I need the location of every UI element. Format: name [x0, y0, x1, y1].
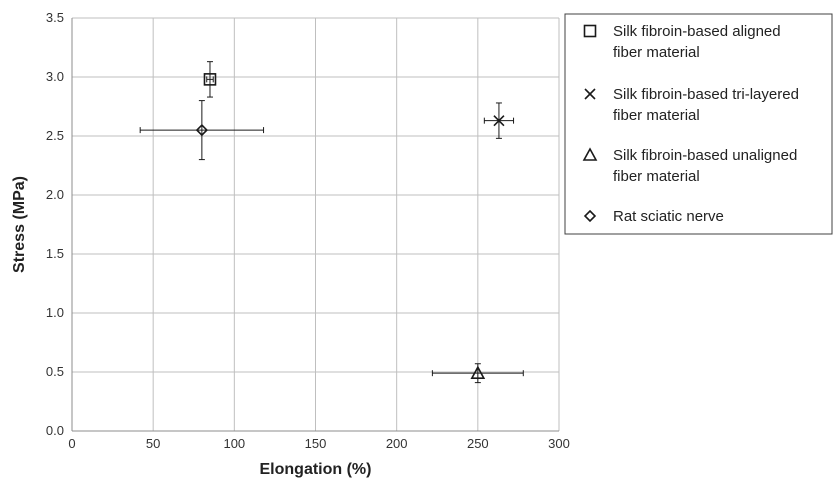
x-tick-label: 200 [386, 436, 408, 451]
legend-entry: Silk fibroin-based unaligned fiber materi… [582, 147, 797, 185]
data-point-triangle [431, 363, 524, 384]
legend-label: Rat sciatic nerve [613, 208, 724, 225]
legend-label: Silk fibroin-based unaligned [613, 147, 797, 164]
y-tick-label: 0.0 [46, 423, 64, 438]
data-point-x [483, 102, 515, 139]
data-point-square [203, 61, 217, 98]
y-tick-label: 2.5 [46, 128, 64, 143]
x-marker-stroke [584, 88, 596, 100]
tick-labels: 0 50 100 150 200 250 300 0.0 0.5 1.0 1.5 2.0 2.5 3.0 3… [46, 10, 570, 451]
x-tick-label: 300 [548, 436, 570, 451]
y-tick-label: 0.5 [46, 364, 64, 379]
legend-entry: Silk fibroin-based aligned fiber material [583, 23, 781, 61]
y-tick-label: 1.5 [46, 246, 64, 261]
y-axis-title: Stress (MPa) [11, 176, 28, 273]
legend-box [564, 13, 833, 235]
square-marker-shape [583, 24, 597, 38]
diamond-marker-shape [195, 123, 208, 137]
y-tick-label: 3.0 [46, 69, 64, 84]
x-tick-label: 100 [223, 436, 245, 451]
legend-label: fiber material [613, 168, 700, 185]
data-point-diamond [139, 100, 265, 161]
diamond-marker-shape [583, 209, 597, 223]
x-tick-label: 250 [467, 436, 489, 451]
legend-label: Silk fibroin-based tri-layered [613, 86, 799, 103]
legend-label: fiber material [613, 107, 700, 124]
triangle-marker-shape [470, 365, 486, 379]
legend-triangle-icon [582, 147, 598, 161]
x-marker [493, 115, 505, 127]
triangle-marker-shape [582, 147, 598, 161]
square-marker-shape [203, 73, 217, 86]
y-tick-label: 3.5 [46, 10, 64, 25]
legend-entry: Rat sciatic nerve [583, 208, 724, 225]
axes [71, 18, 559, 432]
triangle-marker [470, 365, 486, 379]
grid-lines [71, 17, 560, 432]
diamond-marker [195, 123, 208, 137]
y-tick-label: 1.0 [46, 305, 64, 320]
legend: Silk fibroin-based aligned fiber material… [564, 13, 833, 235]
legend-entry: Silk fibroin-based tri-layered fiber mate… [584, 86, 799, 124]
legend-square-icon [583, 24, 597, 38]
x-axis-title: Elongation (%) [260, 461, 372, 478]
x-tick-label: 0 [68, 436, 75, 451]
legend-label: fiber material [613, 44, 700, 61]
square-marker [203, 73, 217, 86]
legend-label: Silk fibroin-based aligned [613, 23, 781, 40]
x-tick-label: 150 [305, 436, 327, 451]
y-tick-label: 2.0 [46, 187, 64, 202]
x-marker-stroke [493, 115, 505, 127]
data-points [139, 61, 524, 384]
x-tick-label: 50 [146, 436, 160, 451]
legend-x-icon [584, 88, 596, 100]
legend-diamond-icon [583, 209, 597, 223]
